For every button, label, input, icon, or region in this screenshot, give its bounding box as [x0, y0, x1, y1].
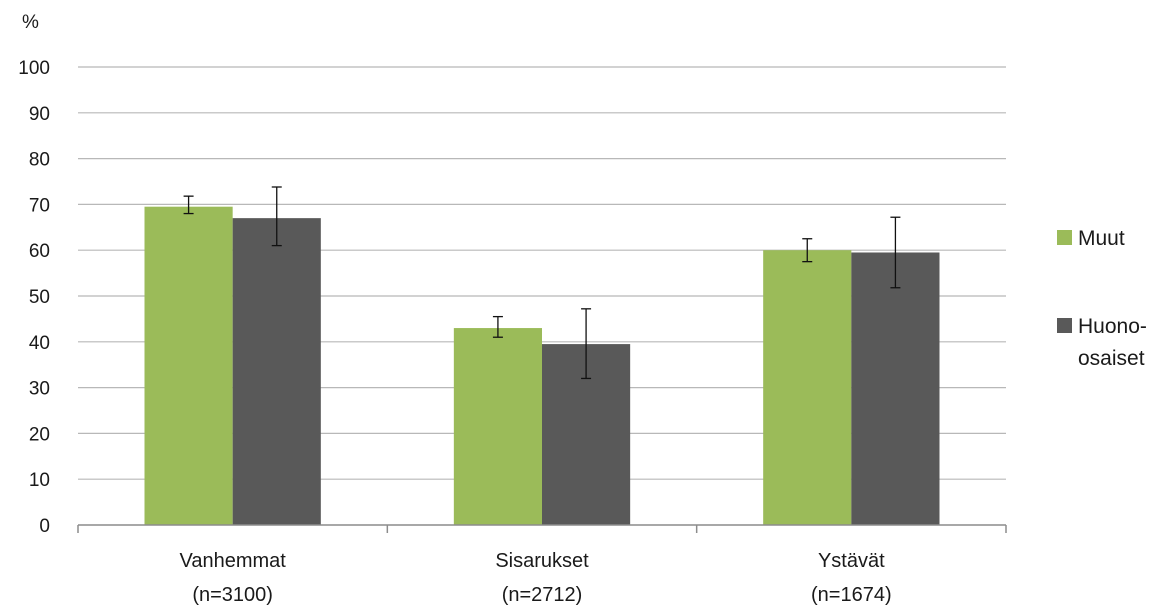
legend-label: Huono-	[1078, 315, 1147, 338]
y-tick-label: 30	[29, 379, 50, 400]
bar	[144, 206, 233, 525]
axes	[77, 524, 1007, 533]
x-category-sample-size: (n=3100)	[192, 584, 273, 606]
y-tick-label: 0	[39, 516, 50, 537]
y-tick-label: 80	[29, 150, 50, 171]
y-axis-unit-label: %	[22, 12, 39, 33]
y-axis-ticks: 0 10 20 30 40 50 60 70 80 90 100	[18, 58, 50, 537]
x-axis-labels: Vanhemmat (n=3100) Sisarukset (n=2712) Ystäv…	[179, 550, 891, 606]
legend-swatch	[1057, 318, 1072, 333]
y-tick-label: 100	[18, 58, 50, 79]
legend-label: osaiset	[1078, 347, 1145, 370]
legend-label: Muut	[1078, 227, 1125, 250]
y-tick-label: 40	[29, 333, 50, 354]
y-tick-label: 20	[29, 424, 50, 445]
bar	[763, 250, 852, 525]
error-bars	[183, 186, 901, 380]
x-category-label: Ystävät	[818, 550, 885, 572]
bar	[851, 252, 940, 526]
bar	[232, 218, 321, 525]
x-category-sample-size: (n=1674)	[811, 584, 892, 606]
x-category-label: Sisarukset	[495, 550, 589, 572]
legend-swatch	[1057, 230, 1072, 245]
y-tick-label: 10	[29, 470, 50, 491]
y-tick-label: 90	[29, 104, 50, 125]
y-tick-label: 50	[29, 287, 50, 308]
x-category-label: Vanhemmat	[179, 550, 286, 572]
legend: Muut Huono-osaiset	[1057, 227, 1147, 370]
y-tick-label: 70	[29, 195, 50, 216]
x-category-sample-size: (n=2712)	[502, 584, 583, 606]
y-tick-label: 60	[29, 241, 50, 262]
bars	[144, 206, 940, 526]
bar	[453, 328, 542, 525]
